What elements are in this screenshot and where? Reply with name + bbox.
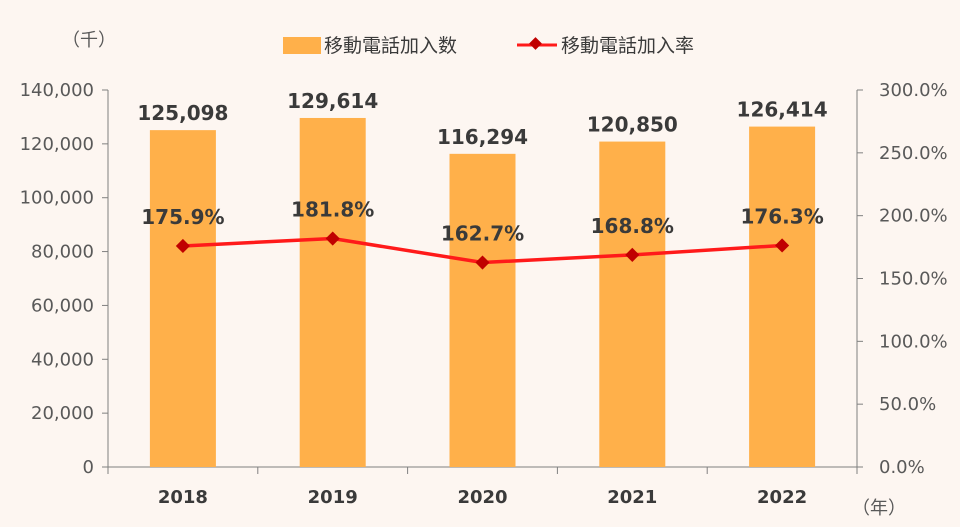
- axes: 0 20,000 40,000 60,000 80,000 100,000 120,000 1…: [20, 80, 948, 508]
- legend-line-marker: [529, 37, 542, 50]
- bars: [149, 117, 816, 468]
- x-tick-label: 2021: [607, 487, 657, 508]
- bar-value-label: 120,850: [587, 113, 678, 137]
- legend-bar-label: 移動電話加入数: [324, 35, 457, 57]
- y-tick-label: 100,000: [20, 188, 94, 209]
- y-axis-unit: （千）: [62, 30, 116, 51]
- bar: [599, 141, 666, 467]
- y-tick-label: 20,000: [31, 403, 94, 424]
- y-tick-label: 40,000: [31, 349, 94, 370]
- rate-point: [175, 238, 190, 254]
- rate-value-label: 175.9%: [141, 205, 224, 229]
- legend: 移動電話加入数 移動電話加入率: [283, 35, 694, 57]
- y2-tick-label: 200.0%: [879, 206, 948, 227]
- bar-value-label: 129,614: [287, 89, 378, 113]
- bar: [749, 126, 816, 468]
- rate-line: [175, 231, 790, 270]
- data-labels: 125,098 129,614 116,294 120,850 126,414 175.9…: [137, 89, 827, 246]
- bar-value-label: 125,098: [137, 101, 228, 125]
- rate-point: [475, 255, 490, 270]
- y2-tick-label: 50.0%: [879, 394, 936, 415]
- rate-value-label: 181.8%: [291, 198, 374, 222]
- x-tick-label: 2018: [158, 487, 208, 508]
- rate-value-label: 176.3%: [740, 204, 823, 228]
- bar-value-label: 126,414: [737, 98, 828, 122]
- y2-tick-label: 150.0%: [879, 269, 948, 290]
- y2-tick-label: 100.0%: [879, 331, 948, 352]
- y2-tick-label: 250.0%: [879, 143, 948, 164]
- y-tick-label: 80,000: [31, 242, 94, 263]
- legend-line-label: 移動電話加入率: [561, 35, 694, 57]
- x-axis-unit: （年）: [852, 498, 906, 519]
- x-tick-label: 2019: [308, 487, 358, 508]
- rate-value-label: 168.8%: [591, 214, 674, 238]
- y-tick-label: 60,000: [31, 295, 94, 316]
- rate-value-label: 162.7%: [441, 222, 524, 246]
- x-tick-label: 2020: [457, 487, 507, 508]
- bar: [449, 153, 516, 468]
- bar-value-label: 116,294: [437, 125, 528, 149]
- y2-tick-label: 300.0%: [879, 80, 948, 101]
- y-tick-label: 0: [83, 457, 94, 478]
- bar: [299, 117, 366, 467]
- legend-bar-swatch: [283, 37, 321, 54]
- y2-tick-label: 0.0%: [879, 457, 925, 478]
- y-tick-label: 140,000: [20, 80, 94, 101]
- rate-point: [775, 238, 790, 253]
- rate-point: [625, 247, 640, 262]
- x-tick-label: 2022: [757, 487, 807, 508]
- y-tick-label: 120,000: [20, 134, 94, 155]
- rate-point: [325, 231, 340, 246]
- bar: [149, 130, 216, 467]
